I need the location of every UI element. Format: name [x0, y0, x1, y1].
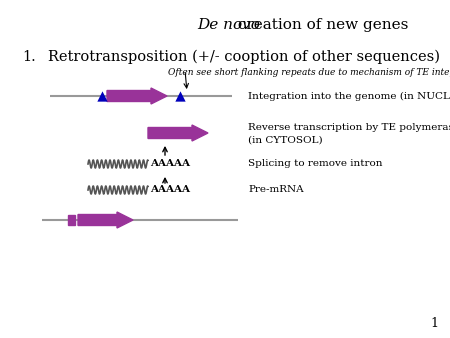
- Text: Pre-mRNA: Pre-mRNA: [248, 186, 304, 194]
- Text: AAAAA: AAAAA: [150, 186, 190, 194]
- Text: De novo: De novo: [197, 18, 260, 32]
- Text: Retrotransposition (+/- cooption of other sequences): Retrotransposition (+/- cooption of othe…: [48, 50, 440, 65]
- Text: Integration into the genome (in NUCLEUS): Integration into the genome (in NUCLEUS): [248, 92, 450, 101]
- Text: Often see short flanking repeats due to mechanism of TE integration: Often see short flanking repeats due to …: [168, 68, 450, 77]
- Text: Reverse transcription by TE polymerases: Reverse transcription by TE polymerases: [248, 123, 450, 132]
- Text: 1.: 1.: [22, 50, 36, 64]
- FancyArrow shape: [148, 125, 208, 141]
- FancyArrow shape: [107, 88, 167, 104]
- FancyArrow shape: [78, 212, 133, 228]
- Text: 1: 1: [430, 317, 438, 330]
- Text: (in CYTOSOL): (in CYTOSOL): [248, 136, 323, 145]
- Point: [99, 93, 106, 99]
- Bar: [68, 215, 75, 225]
- Text: Splicing to remove intron: Splicing to remove intron: [248, 160, 382, 169]
- Text: creation of new genes: creation of new genes: [233, 18, 409, 32]
- Point: [176, 93, 184, 99]
- Text: AAAAA: AAAAA: [150, 160, 190, 169]
